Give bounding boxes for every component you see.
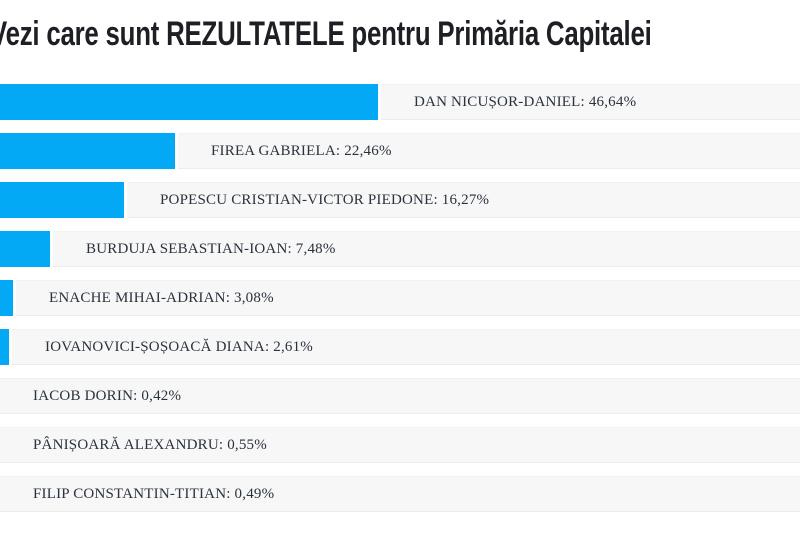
result-track: DAN NICUȘOR-DANIEL: 46,64% — [381, 84, 800, 120]
result-label: IOVANOVICI-ȘOȘOACĂ DIANA: 2,61% — [45, 338, 314, 355]
result-label: FIREA GABRIELA: 22,46% — [211, 142, 392, 159]
result-row: FIREA GABRIELA: 22,46% — [0, 133, 800, 169]
result-bar — [0, 182, 124, 218]
result-row: BURDUJA SEBASTIAN-IOAN: 7,48% — [0, 231, 800, 267]
result-bar — [0, 231, 50, 267]
result-row: PÂNIȘOARĂ ALEXANDRU: 0,55% — [0, 427, 800, 463]
page-header: Vezi care sunt REZULTATELE pentru Primăr… — [0, 0, 800, 84]
result-row: ENACHE MIHAI-ADRIAN: 3,08% — [0, 280, 800, 316]
page-title: Vezi care sunt REZULTATELE pentru Primăr… — [0, 15, 652, 53]
result-track: PÂNIȘOARĂ ALEXANDRU: 0,55% — [0, 427, 800, 463]
result-track: FIREA GABRIELA: 22,46% — [178, 133, 800, 169]
result-row: IACOB DORIN: 0,42% — [0, 378, 800, 414]
result-bar — [0, 280, 13, 316]
result-bar — [0, 133, 175, 169]
result-track: FILIP CONSTANTIN-TITIAN: 0,49% — [0, 476, 800, 512]
result-label: POPESCU CRISTIAN-VICTOR PIEDONE: 16,27% — [160, 191, 490, 208]
result-row: FILIP CONSTANTIN-TITIAN: 0,49% — [0, 476, 800, 512]
result-label: FILIP CONSTANTIN-TITIAN: 0,49% — [33, 485, 275, 502]
result-track: ENACHE MIHAI-ADRIAN: 3,08% — [16, 280, 800, 316]
results-list: DAN NICUȘOR-DANIEL: 46,64% FIREA GABRIELA… — [0, 84, 800, 512]
result-label: DAN NICUȘOR-DANIEL: 46,64% — [414, 93, 637, 110]
result-row: POPESCU CRISTIAN-VICTOR PIEDONE: 16,27% — [0, 182, 800, 218]
result-bar — [0, 329, 9, 365]
result-label: PÂNIȘOARĂ ALEXANDRU: 0,55% — [33, 436, 267, 453]
result-row: IOVANOVICI-ȘOȘOACĂ DIANA: 2,61% — [0, 329, 800, 365]
result-track: POPESCU CRISTIAN-VICTOR PIEDONE: 16,27% — [127, 182, 800, 218]
result-label: IACOB DORIN: 0,42% — [33, 387, 182, 404]
result-track: IOVANOVICI-ȘOȘOACĂ DIANA: 2,61% — [12, 329, 800, 365]
result-bar — [0, 84, 378, 120]
result-track: IACOB DORIN: 0,42% — [0, 378, 800, 414]
result-row: DAN NICUȘOR-DANIEL: 46,64% — [0, 84, 800, 120]
result-track: BURDUJA SEBASTIAN-IOAN: 7,48% — [53, 231, 800, 267]
result-label: ENACHE MIHAI-ADRIAN: 3,08% — [49, 289, 274, 306]
result-label: BURDUJA SEBASTIAN-IOAN: 7,48% — [86, 240, 336, 257]
